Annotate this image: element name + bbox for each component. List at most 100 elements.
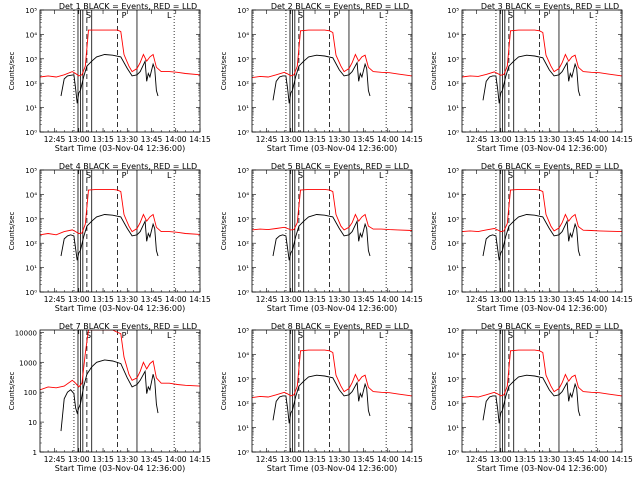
interval-marker-label: S	[86, 11, 91, 20]
interval-marker-label: L	[589, 11, 594, 20]
x-tick-label: 12:45	[466, 455, 488, 464]
x-tick-label: 14:15	[611, 295, 633, 304]
series-line-events	[272, 54, 371, 104]
x-tick-label: 14:15	[189, 135, 211, 144]
y-tick-label: 10⁵	[447, 327, 459, 335]
x-axis-label: Start Time (03-Nov-04 12:36:00)	[55, 144, 185, 153]
y-tick-label: 10⁵	[447, 7, 459, 15]
interval-marker-label: S	[508, 11, 513, 20]
y-tick-label: 10¹	[25, 265, 37, 273]
y-tick-label: 10	[28, 419, 37, 427]
x-tick-label: 14:00	[587, 135, 609, 144]
x-tick-label: 13:15	[92, 135, 114, 144]
x-tick-label: 13:45	[353, 455, 375, 464]
x-tick-label: 13:00	[68, 135, 90, 144]
series-line-events	[482, 374, 581, 424]
y-tick-label: 10¹	[25, 105, 37, 113]
y-tick-label: 10⁰	[447, 289, 459, 297]
interval-marker-label: P	[122, 11, 127, 20]
interval-marker-label: S	[86, 171, 91, 180]
y-axis-label: Counts/sec	[220, 212, 228, 251]
y-tick-label: 1000	[19, 359, 37, 367]
x-tick-label: 13:45	[141, 455, 163, 464]
y-tick-label: 10²	[25, 80, 37, 88]
series-line-events	[482, 214, 581, 261]
x-tick-label: 13:30	[328, 455, 350, 464]
x-axis-label: Start Time (03-Nov-04 12:36:00)	[267, 144, 397, 153]
chart-title: Det 7 BLACK = Events, RED = LLD	[59, 322, 197, 331]
x-tick-label: 14:00	[587, 295, 609, 304]
chart-panel-6: Det 6 BLACK = Events, RED = LLD 12:45 13:0…	[430, 162, 633, 313]
x-tick-label: 14:15	[401, 135, 423, 144]
x-tick-label: 13:00	[280, 135, 302, 144]
series-line-lld	[40, 188, 200, 236]
x-tick-label: 13:00	[280, 295, 302, 304]
x-tick-label: 13:45	[563, 455, 585, 464]
x-tick-label: 14:15	[611, 135, 633, 144]
y-tick-label: 10⁵	[237, 7, 249, 15]
series-line-lld	[462, 188, 622, 233]
y-tick-label: 10¹	[447, 105, 459, 113]
x-tick-label: 12:45	[256, 295, 278, 304]
series-line-events	[60, 359, 159, 432]
y-tick-label: 10⁰	[25, 289, 37, 297]
x-tick-label: 13:15	[92, 295, 114, 304]
interval-marker-label: L	[379, 171, 384, 180]
y-axis-label: Counts/sec	[220, 52, 228, 91]
x-tick-label: 14:15	[401, 455, 423, 464]
chart-title: Det 8 BLACK = Events, RED = LLD	[271, 322, 409, 331]
x-tick-label: 12:45	[466, 135, 488, 144]
interval-marker-label: S	[508, 171, 513, 180]
y-tick-label: 10⁰	[237, 289, 249, 297]
x-axis-label: Start Time (03-Nov-04 12:36:00)	[55, 304, 185, 313]
x-axis-label: Start Time (03-Nov-04 12:36:00)	[267, 464, 397, 473]
chart-panel-5: Det 5 BLACK = Events, RED = LLD 12:45 13:0…	[220, 162, 423, 313]
x-tick-label: 13:15	[514, 295, 536, 304]
y-tick-label: 10³	[237, 216, 249, 224]
y-tick-label: 10⁴	[237, 351, 249, 359]
y-tick-label: 10⁵	[25, 7, 37, 15]
x-tick-label: 13:15	[92, 455, 114, 464]
interval-marker-label: P	[334, 331, 339, 340]
interval-marker-label: L	[589, 331, 594, 340]
x-tick-label: 13:00	[490, 295, 512, 304]
y-tick-label: 10²	[237, 240, 249, 248]
plot-frame	[251, 9, 413, 133]
x-tick-label: 14:00	[377, 455, 399, 464]
y-tick-label: 10⁴	[25, 31, 37, 39]
y-tick-label: 10³	[237, 376, 249, 384]
interval-marker-label: L	[589, 171, 594, 180]
x-tick-label: 13:30	[538, 135, 560, 144]
y-tick-label: 10³	[237, 56, 249, 64]
x-tick-label: 13:00	[490, 135, 512, 144]
chart-title: Det 9 BLACK = Events, RED = LLD	[481, 322, 619, 331]
x-tick-label: 13:45	[563, 135, 585, 144]
y-tick-label: 10⁰	[25, 129, 37, 137]
series-line-lld	[252, 29, 412, 79]
y-tick-label: 10²	[237, 400, 249, 408]
x-tick-label: 12:45	[466, 295, 488, 304]
x-tick-label: 13:45	[563, 295, 585, 304]
y-tick-label: 10000	[15, 329, 37, 337]
interval-marker-label: S	[508, 331, 513, 340]
chart-title: Det 3 BLACK = Events, RED = LLD	[481, 2, 619, 11]
interval-marker-label: P	[122, 331, 127, 340]
y-tick-label: 100	[24, 389, 37, 397]
x-tick-label: 13:15	[304, 455, 326, 464]
y-tick-label: 10³	[447, 216, 459, 224]
chart-title: Det 1 BLACK = Events, RED = LLD	[59, 2, 197, 11]
x-tick-label: 13:15	[304, 135, 326, 144]
chart-panel-1: Det 1 BLACK = Events, RED = LLD 12:45 13:0…	[8, 2, 211, 153]
x-tick-label: 14:00	[377, 295, 399, 304]
x-tick-label: 12:45	[44, 135, 66, 144]
x-tick-label: 12:45	[256, 455, 278, 464]
plot-frame	[251, 329, 413, 453]
x-tick-label: 13:30	[116, 135, 138, 144]
chart-panel-8: Det 8 BLACK = Events, RED = LLD 12:45 13:0…	[220, 322, 423, 473]
interval-marker-label: P	[334, 171, 339, 180]
series-line-lld	[40, 330, 200, 391]
y-tick-label: 10³	[25, 56, 37, 64]
interval-marker-label: P	[122, 171, 127, 180]
x-tick-label: 14:00	[165, 135, 187, 144]
interval-marker-label: L	[167, 171, 172, 180]
